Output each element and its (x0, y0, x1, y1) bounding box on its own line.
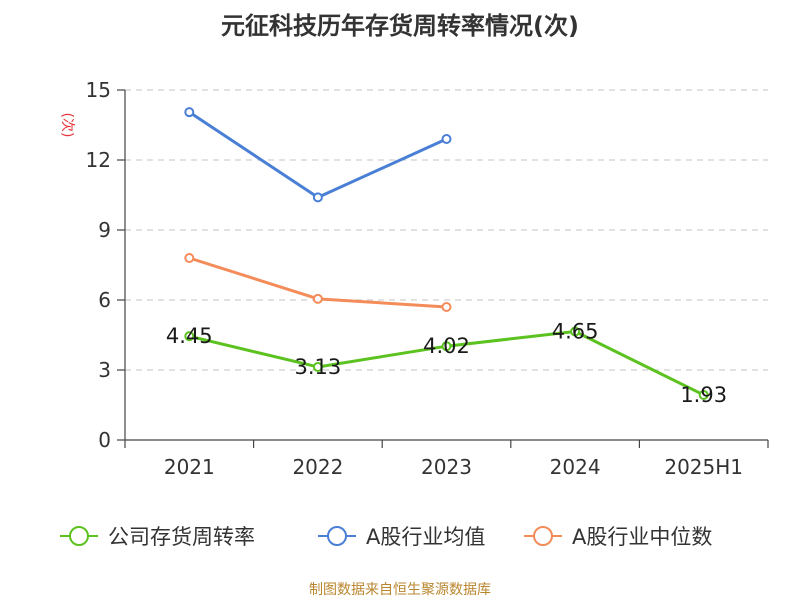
series-point-2-1 (312, 293, 323, 304)
x-tick-label-2024: 2024 (550, 455, 601, 479)
x-tick-label-2025H1: 2025H1 (664, 455, 743, 479)
y-tick-label-9: 9 (98, 218, 111, 242)
legend: 公司存货周转率 A股行业均值 A股行业中位数 (60, 525, 712, 549)
series-1 (184, 107, 452, 203)
y-tick-label-0: 0 (98, 428, 111, 452)
legend-item-2: A股行业中位数 (524, 525, 712, 549)
series-line-1 (188, 110, 448, 199)
legend-marker-2 (533, 526, 553, 546)
series-point-2-0 (184, 253, 195, 263)
legend-label-0: 公司存货周转率 (108, 525, 255, 549)
y-axis-unit: (次) (59, 113, 75, 138)
data-label-0-3: 4.65 (552, 320, 599, 344)
legend-label-1: A股行业均值 (366, 525, 485, 549)
data-label-0-2: 4.02 (423, 334, 470, 358)
series-point-0-4 (698, 389, 709, 400)
y-tick-label-6: 6 (98, 288, 111, 312)
series-point-0-1 (312, 361, 323, 372)
data-labels: 4.45 3.13 4.02 4.65 1.93 (166, 320, 727, 407)
series-point-0-2 (441, 341, 452, 352)
series-0 (184, 326, 709, 400)
data-label-0-1: 3.13 (295, 355, 342, 379)
series-point-1-1 (312, 192, 323, 203)
series-point-2-2 (441, 302, 452, 312)
data-label-0-0: 4.45 (166, 324, 213, 348)
x-tick-label-2021: 2021 (164, 455, 215, 479)
legend-marker-0 (69, 526, 89, 546)
series-group (184, 107, 709, 400)
legend-item-0: 公司存货周转率 (60, 525, 255, 549)
series-point-1-0 (184, 107, 195, 118)
series-point-0-0 (184, 331, 195, 342)
y-tick-label-3: 3 (98, 358, 111, 382)
axes: 0 3 6 9 12 15 2021 2022 2023 2024 2025H1 (86, 78, 769, 479)
legend-label-2: A股行业中位数 (572, 525, 712, 549)
series-2 (184, 253, 452, 312)
chart-title: 元征科技历年存货周转率情况(次) (221, 12, 579, 40)
series-point-0-3 (570, 326, 581, 337)
legend-marker-1 (327, 526, 347, 546)
data-label-0-4: 1.93 (680, 383, 727, 407)
x-tick-label-2023: 2023 (421, 455, 472, 479)
source-note: 制图数据来自恒生聚源数据库 (309, 582, 491, 598)
x-tick-label-2022: 2022 (292, 455, 343, 479)
y-tick-label-15: 15 (86, 78, 111, 102)
series-point-1-2 (441, 134, 452, 144)
y-tick-label-12: 12 (86, 148, 111, 172)
grid-lines (125, 89, 768, 371)
legend-item-1: A股行业均值 (318, 525, 485, 549)
